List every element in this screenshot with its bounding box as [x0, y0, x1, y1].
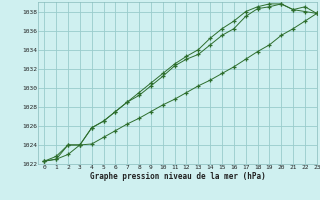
X-axis label: Graphe pression niveau de la mer (hPa): Graphe pression niveau de la mer (hPa) — [90, 172, 266, 181]
